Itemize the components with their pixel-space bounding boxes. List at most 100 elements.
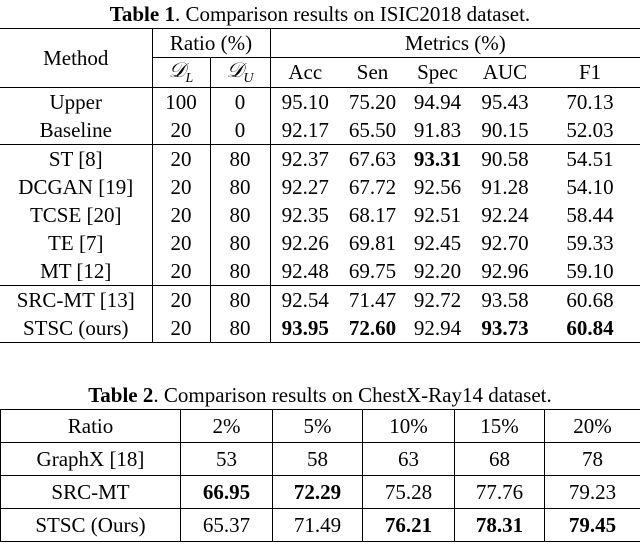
header-cell: 𝒟U (210, 57, 271, 89)
cell: 80 (210, 314, 271, 343)
cell: 65.37 (180, 508, 273, 543)
cell: 60.84 (566, 315, 614, 340)
caption-text: . Comparison results on ISIC2018 dataset… (174, 2, 531, 26)
cell: 75.20 (348, 89, 397, 114)
cell: 79.45 (544, 508, 640, 543)
row: STSC (Ours) 65.37 71.49 76.21 78.31 79.45 (0, 508, 640, 543)
cell: 54.10 (566, 174, 614, 199)
cell: 77.76 (454, 475, 545, 510)
cell: 91.83 (405, 116, 471, 146)
header-cell: Spec (405, 57, 471, 89)
subscript: L (185, 71, 194, 87)
header-cell: 5% (272, 409, 363, 444)
cell: 0 (210, 116, 271, 146)
cell: 54.51 (566, 146, 614, 171)
row: TCSE [20] 20 80 92.35 68.17 92.51 92.24 58.44 (0, 201, 640, 230)
cell: 72.29 (272, 475, 363, 510)
cell: 20 (152, 314, 211, 343)
cell: 80 (210, 257, 271, 287)
header-cell: 2% (180, 409, 273, 444)
table: Ratio 2% 5% 10% 15% 20% GraphX [18] 53 58 63 68 78 S… (0, 409, 640, 543)
cell: TCSE [20] (0, 201, 153, 230)
cell: 92.48 (270, 257, 341, 287)
cell: 93.58 (481, 287, 529, 312)
cell: 71.49 (272, 508, 363, 543)
header-cell: 10% (362, 409, 455, 444)
cell: SRC-MT [13] (0, 285, 153, 315)
cell: 78 (544, 442, 640, 477)
cell: 80 (210, 201, 271, 230)
cell: 0 (210, 87, 271, 117)
cell: 95.43 (481, 89, 529, 114)
cell: 75.28 (362, 475, 455, 510)
cell: 53 (180, 442, 273, 477)
header-cell: Ratio (0, 409, 181, 444)
cell: 92.54 (281, 287, 329, 312)
cell: DCGAN [19] (0, 173, 153, 202)
cell: 92.17 (270, 116, 341, 146)
cell: 68.17 (348, 202, 397, 227)
cell: 20 (152, 116, 211, 146)
caption: Table 1. Comparison results on ISIC2018 … (0, 0, 640, 28)
cell: 92.56 (413, 174, 462, 199)
cell: 67.63 (348, 146, 397, 171)
header-row: Method Ratio (%) Metrics (%) (0, 28, 640, 89)
cell: 78.31 (454, 508, 545, 543)
cell: 92.51 (413, 202, 462, 227)
cell: 59.33 (566, 230, 614, 255)
cell: 92.35 (281, 202, 329, 227)
cell: 70.13 (566, 89, 614, 114)
cell: 92.45 (413, 230, 462, 255)
cell: 68 (454, 442, 545, 477)
cell: 20 (152, 257, 211, 287)
cell: STSC (Ours) (0, 508, 181, 543)
header-cell: AUC (470, 57, 541, 89)
cell: 95.10 (281, 89, 329, 114)
row: Upper 100 0 95.10 75.20 94.94 95.43 70.13 (0, 87, 640, 117)
row: SRC-MT [13] 20 80 92.54 71.47 92.72 93.58 60.68 (0, 285, 640, 315)
cell: 20 (152, 144, 211, 174)
cell: Upper (0, 87, 153, 117)
header-cell: 𝒟L (152, 57, 211, 89)
cell: 92.27 (281, 174, 329, 199)
cell: 60.68 (566, 287, 614, 312)
header-cell: Method (0, 28, 153, 89)
row: MT [12] 20 80 92.48 69.75 92.20 92.96 59.10 (0, 257, 640, 287)
row: STSC (ours) 20 80 93.95 72.60 92.94 93.73 60.84 (0, 314, 640, 343)
row: GraphX [18] 53 58 63 68 78 (0, 442, 640, 477)
cell: SRC-MT (0, 475, 181, 510)
cell: 71.47 (348, 287, 397, 312)
cell: Baseline (0, 116, 153, 146)
cell: 93.95 (281, 315, 329, 340)
cell: 80 (210, 285, 271, 315)
cell: 20 (152, 229, 211, 258)
header-cell: 20% (544, 409, 640, 444)
cell: 80 (210, 173, 271, 202)
cell: 91.28 (481, 174, 529, 199)
cell: 65.50 (340, 116, 406, 146)
subscript: U (243, 71, 254, 87)
cell: 80 (210, 144, 271, 174)
cell: GraphX [18] (0, 442, 181, 477)
symbol: 𝒟 (226, 58, 244, 82)
table: Method Ratio (%) Metrics (%) 𝒟L 𝒟U Acc Sen Spec… (0, 28, 640, 344)
cell: 92.94 (413, 315, 462, 340)
row: Baseline 20 0 92.17 65.50 91.83 90.15 52.03 (0, 116, 640, 146)
caption-label: Table 1 (109, 2, 175, 26)
cell: 90.15 (470, 116, 541, 146)
cell: 72.60 (348, 315, 397, 340)
header-cell: Acc (270, 57, 341, 89)
header-cell: Metrics (%) (270, 28, 640, 58)
cell: 69.75 (340, 257, 406, 287)
cell: 100 (152, 87, 211, 117)
cell: 92.70 (481, 230, 529, 255)
cell: 93.73 (481, 315, 529, 340)
cell: 92.72 (413, 287, 462, 312)
header-row: 𝒟L 𝒟U Acc Sen Spec AUC F1 (0, 57, 640, 89)
caption: Table 2. Comparison results on ChestX-Ra… (0, 381, 640, 409)
cell: 63 (362, 442, 455, 477)
cell: 67.72 (348, 174, 397, 199)
cell: MT [12] (0, 257, 153, 287)
cell: 59.10 (540, 257, 640, 287)
